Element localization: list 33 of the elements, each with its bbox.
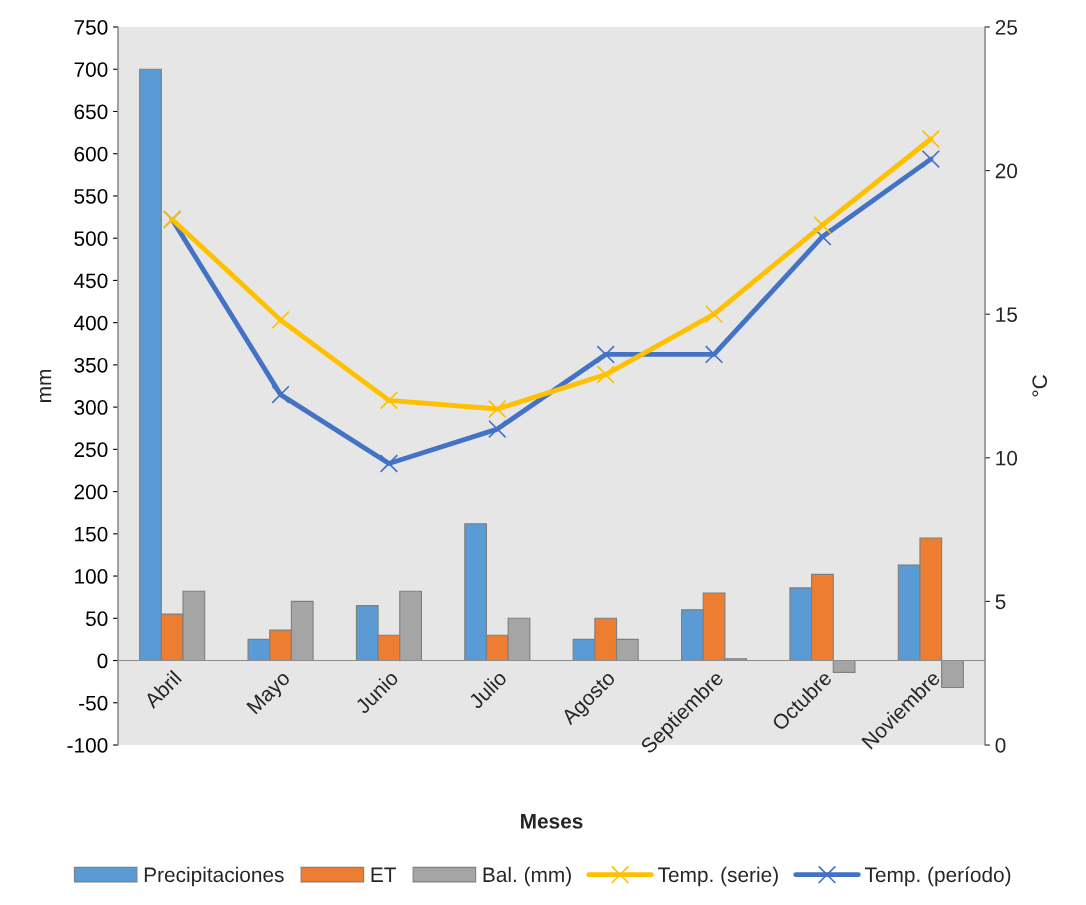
y-tick-label: 550 — [74, 188, 108, 204]
y2-tick-label: 10 — [996, 450, 1018, 466]
y-tick-label: -100 — [67, 738, 108, 753]
y2-axis-title: °C — [1032, 375, 1048, 397]
y-tick-label: 250 — [74, 442, 108, 458]
y-tick-label: 0 — [97, 653, 108, 669]
y-axis-title: mm — [39, 370, 52, 402]
y2-tick-label: 20 — [995, 163, 1018, 179]
y-tick-label: 500 — [74, 231, 108, 246]
y-tick-label: 350 — [74, 357, 108, 373]
legend-label: Temp. (período) — [865, 866, 1011, 887]
y-tick-label: 50 — [85, 611, 108, 627]
y2-tick-label: 5 — [995, 594, 1006, 610]
y-tick-label: 600 — [74, 146, 108, 162]
legend-label: ET — [371, 867, 397, 882]
y-tick-label: 300 — [74, 400, 108, 415]
y-tick-label: 200 — [74, 484, 108, 500]
y-tick-label: 400 — [74, 315, 108, 331]
legend-label: Precipitaciones — [144, 866, 284, 887]
x-tick-label: Julio — [467, 669, 508, 710]
y-tick-label: 750 — [74, 20, 108, 35]
y-tick-label: 150 — [75, 526, 108, 542]
y-tick-label: -50 — [79, 695, 108, 711]
y-tick-label: 450 — [74, 273, 108, 289]
y-tick-label: 100 — [75, 569, 108, 584]
y2-tick-label: 25 — [995, 20, 1018, 35]
legend-label: Bal. (mm) — [483, 866, 571, 887]
legend-label: Temp. (serie) — [658, 866, 778, 887]
y2-tick-label: 0 — [995, 738, 1006, 753]
x-axis-title: Meses — [521, 814, 583, 829]
y2-tick-label: 15 — [996, 307, 1018, 322]
y-tick-label: 650 — [74, 104, 108, 120]
y-tick-label: 700 — [74, 62, 108, 77]
